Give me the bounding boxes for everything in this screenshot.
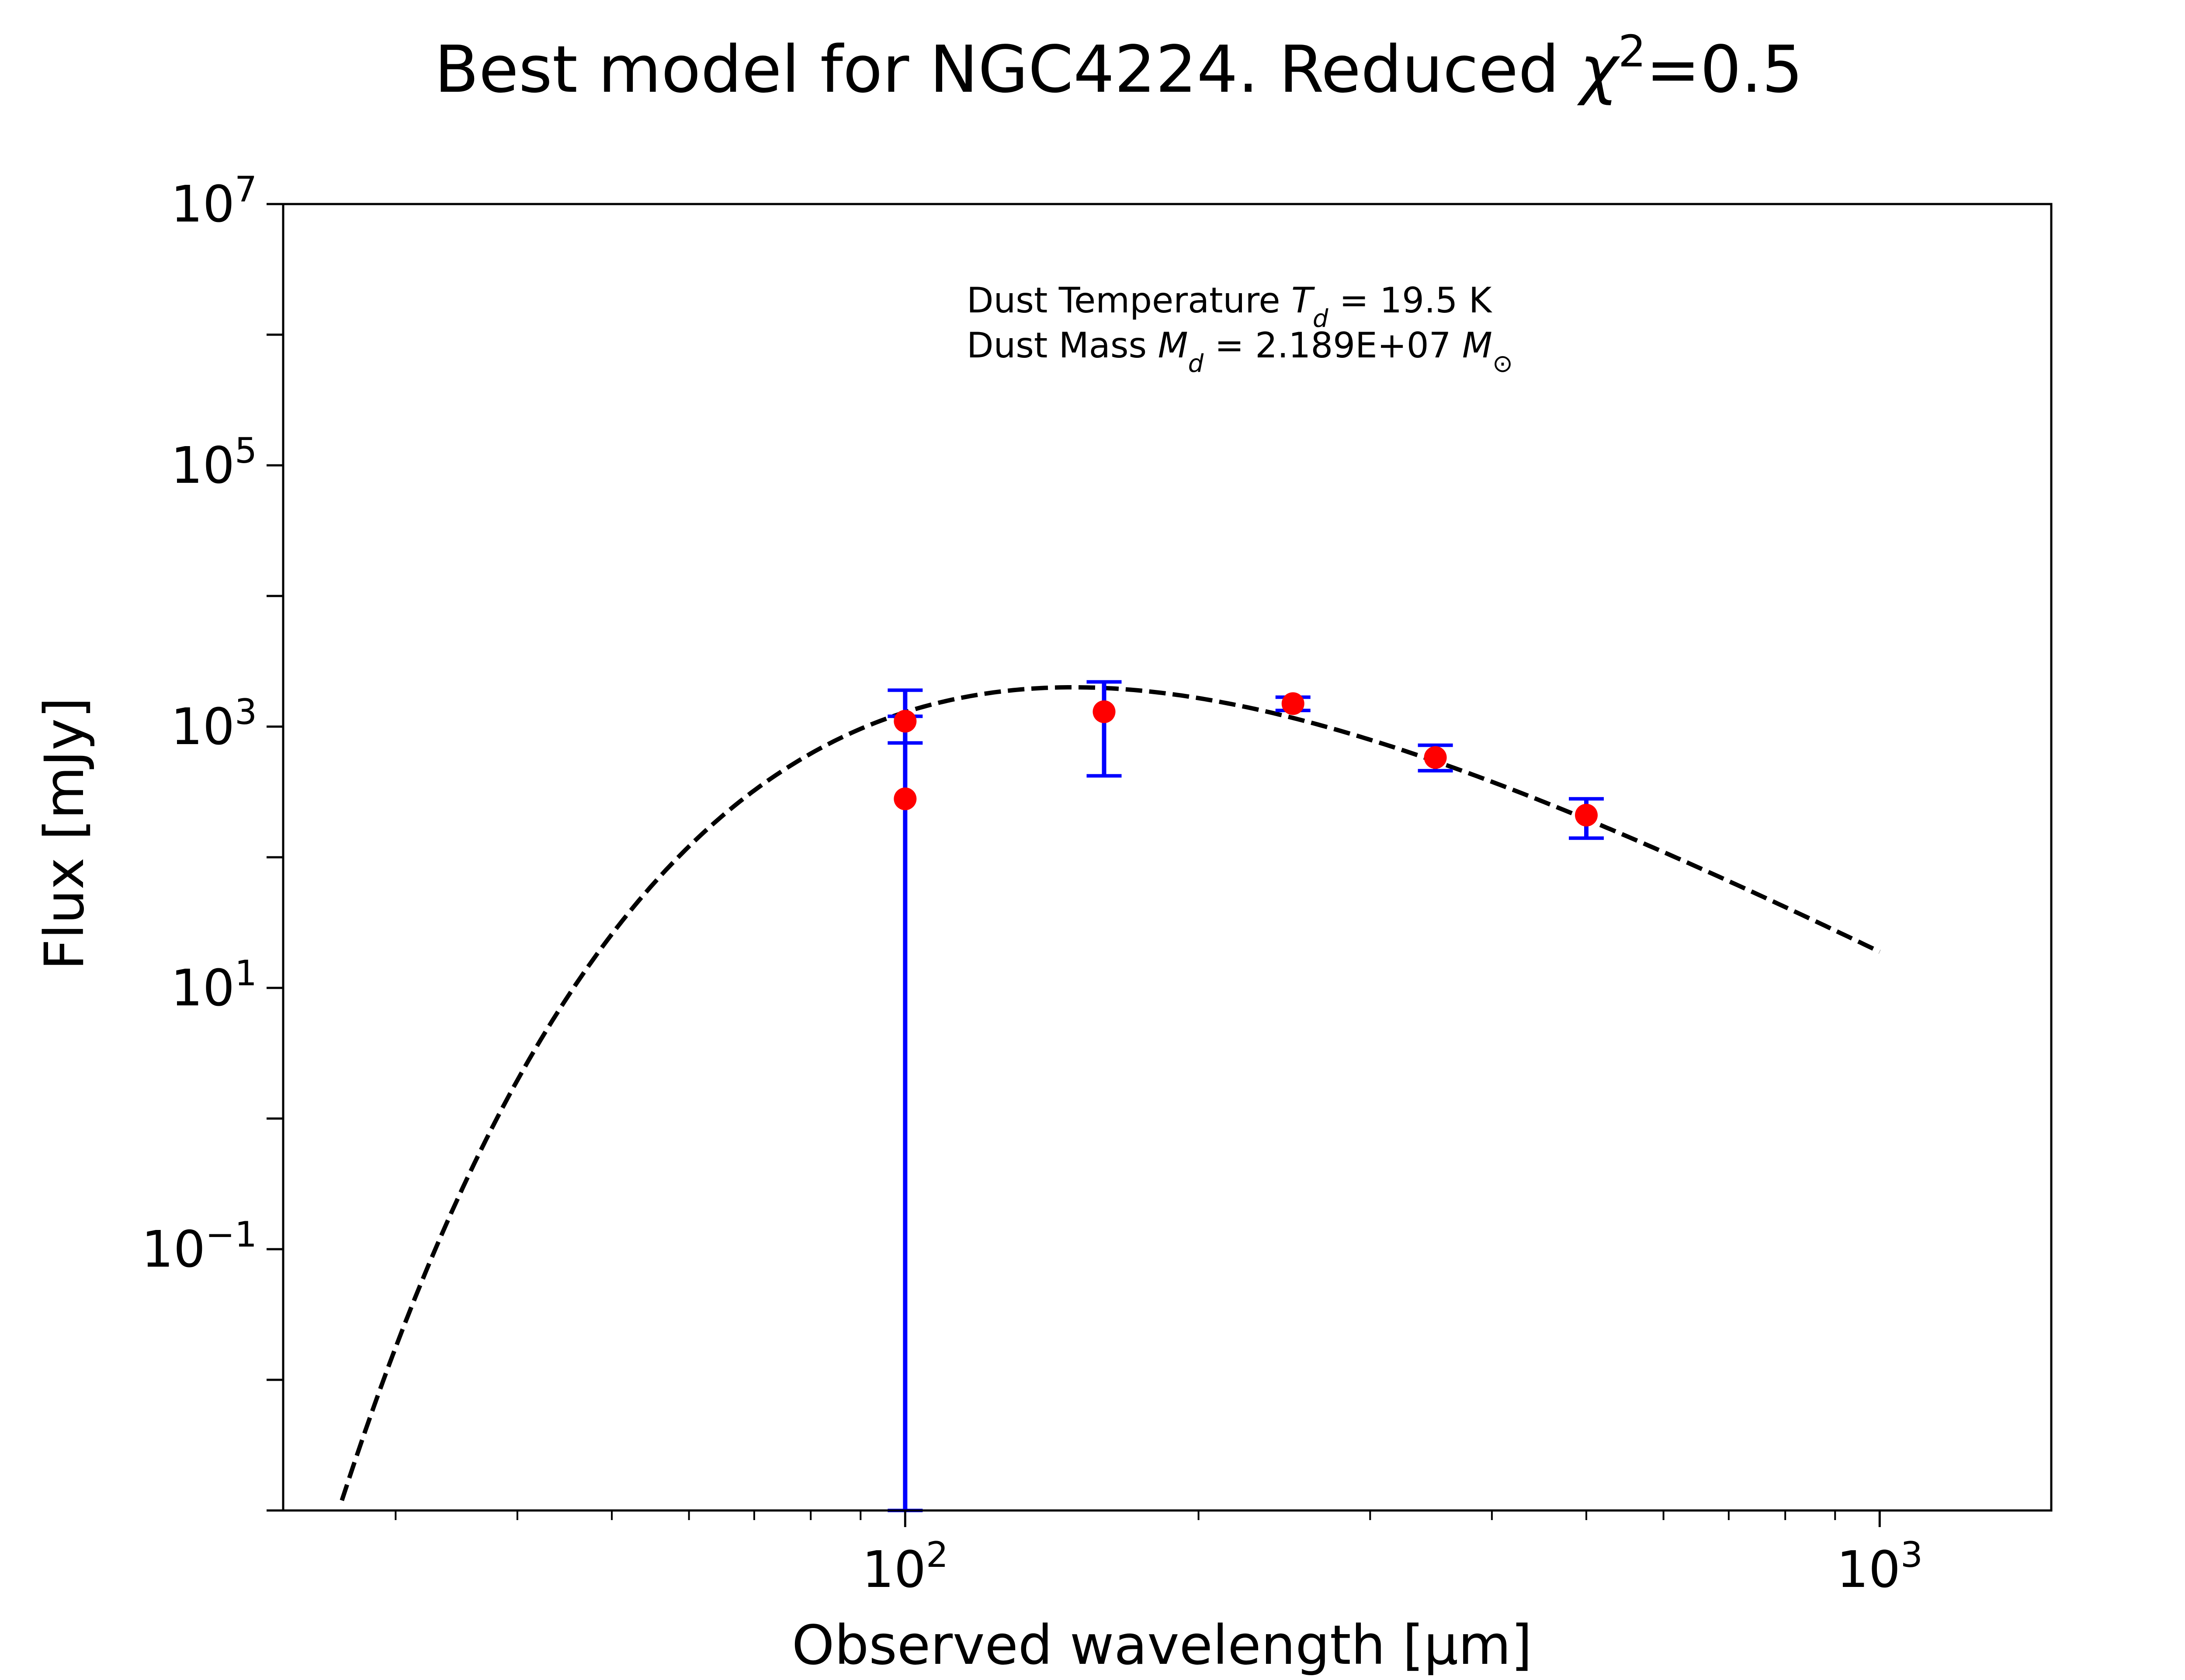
x-axis-label: Observed wavelength [μm] (792, 1614, 1532, 1677)
chart-title: Best model for NGC4224. Reduced χ2=0.5 (434, 26, 1803, 107)
data-point-0 (894, 710, 917, 733)
y-tick-label: 107 (171, 169, 257, 234)
data-point-5 (1575, 804, 1598, 827)
y-tick-label: 10−1 (142, 1214, 257, 1279)
y-axis-label: Flux [mJy] (33, 697, 96, 970)
y-tick-label: 105 (171, 430, 257, 495)
data-point-3 (1281, 692, 1304, 715)
x-tick-label: 103 (1837, 1535, 1923, 1600)
y-tick-label: 101 (171, 953, 257, 1018)
data-point-1 (894, 787, 917, 811)
y-tick-label: 103 (171, 692, 257, 757)
annotation-line-1: Dust Temperature Td​ = 19.5 K (967, 280, 1493, 333)
model-curve (340, 685, 1881, 1501)
data-point-2 (1092, 700, 1116, 723)
annotation-line-2: Dust Mass Md​ = 2.189E+07 M⊙​ (967, 325, 1513, 378)
data-point-4 (1424, 746, 1447, 769)
x-tick-label: 102 (862, 1535, 948, 1600)
plot-frame (282, 203, 2053, 1512)
